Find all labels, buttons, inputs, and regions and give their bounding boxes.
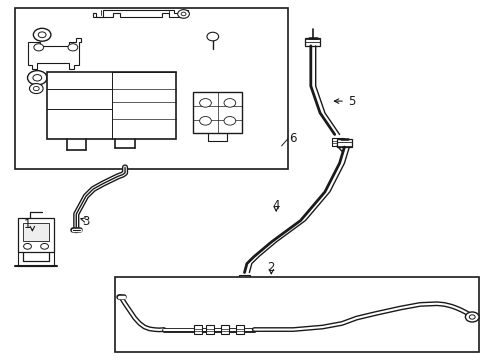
Circle shape — [41, 243, 48, 249]
Circle shape — [465, 312, 478, 322]
Circle shape — [27, 71, 47, 85]
Text: 3: 3 — [82, 215, 89, 228]
Bar — [194, 324, 202, 334]
Text: 5: 5 — [347, 95, 355, 108]
Circle shape — [206, 32, 218, 41]
Bar — [331, 138, 344, 146]
Bar — [47, 72, 176, 139]
Circle shape — [34, 44, 43, 51]
Bar — [115, 277, 478, 352]
Circle shape — [33, 86, 39, 91]
Circle shape — [38, 32, 46, 38]
Bar — [15, 8, 288, 169]
Circle shape — [224, 117, 235, 125]
Text: 2: 2 — [267, 261, 275, 274]
Circle shape — [33, 75, 41, 81]
Circle shape — [33, 28, 51, 41]
Polygon shape — [209, 39, 216, 49]
Polygon shape — [93, 10, 188, 17]
Circle shape — [23, 243, 31, 249]
Bar — [206, 324, 214, 334]
Polygon shape — [27, 39, 81, 69]
Circle shape — [468, 315, 474, 319]
Text: 6: 6 — [289, 132, 296, 145]
Bar — [18, 218, 54, 252]
Bar — [305, 38, 320, 46]
Circle shape — [199, 117, 211, 125]
Text: 1: 1 — [24, 218, 31, 231]
Circle shape — [181, 12, 185, 16]
Bar — [336, 139, 351, 147]
Circle shape — [29, 84, 43, 94]
Circle shape — [224, 99, 235, 107]
Circle shape — [199, 99, 211, 107]
Text: 4: 4 — [272, 199, 279, 212]
Bar — [193, 92, 242, 134]
Bar — [22, 223, 49, 241]
Circle shape — [68, 44, 78, 51]
Bar — [235, 324, 243, 334]
Bar — [238, 275, 250, 283]
Bar — [221, 324, 228, 334]
Circle shape — [177, 10, 189, 18]
